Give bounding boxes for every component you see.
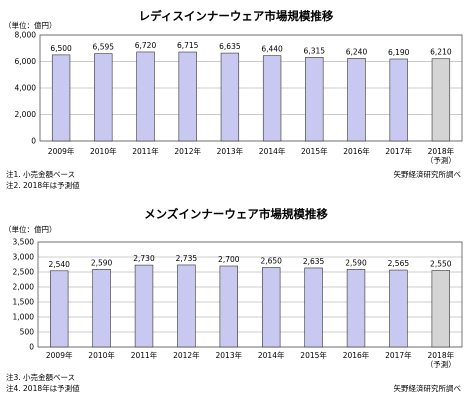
note-1: 注1. 小売金額ベース xyxy=(6,169,75,179)
x-tick-label: 2012年 xyxy=(173,350,200,360)
bar xyxy=(219,265,239,348)
data-label: 2,635 xyxy=(303,257,325,266)
bar xyxy=(304,267,323,348)
data-label: 6,210 xyxy=(430,48,452,57)
bar xyxy=(347,58,366,142)
womens-innerwear-chart: レディスインナーウェア市場規模推移 （単位：億円） 0 2,000 4,000 6,0… xyxy=(4,9,463,190)
chart-title: レディスインナーウェア市場規模推移 xyxy=(139,9,334,23)
x-tick-label: 2013年 xyxy=(216,350,243,360)
bar xyxy=(262,55,282,142)
x-tick-label: 2015年 xyxy=(301,146,328,156)
mens-innerwear-chart: メンズインナーウェア市場規模推移 （単位：億円） 0 500 1,000 1,500 2… xyxy=(4,207,463,393)
x-tick-label: 2017年 xyxy=(385,146,412,156)
x-tick-label: 2011年 xyxy=(132,146,159,156)
note-3: 注3. 小売金額ベース xyxy=(6,372,75,382)
x-tick-label: 2017年 xyxy=(385,350,412,360)
y-tick-label: 1,000 xyxy=(13,313,35,322)
data-label: 2,590 xyxy=(91,258,113,267)
data-label: 6,190 xyxy=(388,48,410,57)
bar xyxy=(261,267,281,348)
x-tick-label: 2011年 xyxy=(131,350,158,360)
y-tick-label: 500 xyxy=(20,328,35,337)
note-4: 注4. 2018年は予測値 xyxy=(6,383,80,393)
bar xyxy=(305,57,324,142)
x-tick-label: 2009年 xyxy=(46,350,73,360)
x-tick-label: 2010年 xyxy=(90,146,117,156)
data-label: 2,700 xyxy=(218,255,240,264)
data-label: 6,635 xyxy=(219,42,241,51)
bar xyxy=(92,269,111,348)
bar-forecast xyxy=(431,58,451,142)
note-2: 注2. 2018年は予測値 xyxy=(6,180,80,190)
plot-frame xyxy=(39,34,463,142)
y-tick-label: 0 xyxy=(29,343,34,352)
x-tick-label: 2014年 xyxy=(258,350,285,360)
data-label: 2,565 xyxy=(388,259,410,268)
bar xyxy=(134,264,154,348)
data-label: 6,440 xyxy=(261,45,283,54)
x-tick-label: 2012年 xyxy=(174,146,201,156)
data-label: 6,240 xyxy=(346,47,368,56)
bar xyxy=(389,269,408,348)
source-note: 矢野経済研究所調べ xyxy=(394,169,462,179)
x-tick-label: 2018年 xyxy=(428,350,455,360)
data-label: 2,540 xyxy=(48,260,70,269)
data-label: 2,650 xyxy=(260,257,282,266)
bar-forecast xyxy=(431,270,451,348)
y-tick-label: 0 xyxy=(31,137,36,146)
y-tick-label: 2,500 xyxy=(13,268,35,277)
plot-frame xyxy=(37,241,463,348)
y-tick-label: 4,000 xyxy=(15,84,37,93)
data-label: 6,500 xyxy=(50,44,72,53)
x-tick-label: 2015年 xyxy=(300,350,327,360)
source-note: 矢野経済研究所調べ xyxy=(394,383,462,393)
y-tick-label: 2,000 xyxy=(13,283,35,292)
x-tick-sublabel: （予測） xyxy=(426,359,456,369)
x-tick-label: 2009年 xyxy=(48,146,75,156)
data-label: 6,720 xyxy=(135,41,157,50)
chart-title: メンズインナーウェア市場規模推移 xyxy=(144,207,328,221)
bar xyxy=(49,270,69,348)
x-tick-label: 2014年 xyxy=(259,146,286,156)
bar xyxy=(94,53,113,142)
x-tick-label: 2016年 xyxy=(343,146,370,156)
bar xyxy=(346,269,366,348)
x-tick-label: 2016年 xyxy=(343,350,370,360)
data-label: 6,595 xyxy=(93,43,115,52)
bar xyxy=(51,54,71,142)
bar xyxy=(136,51,155,142)
data-label: 2,550 xyxy=(430,260,452,269)
bar xyxy=(389,58,408,142)
y-tick-label: 3,000 xyxy=(13,253,35,262)
x-tick-sublabel: （予測） xyxy=(426,155,456,165)
data-label: 2,735 xyxy=(176,254,198,263)
y-tick-label: 8,000 xyxy=(15,31,37,40)
y-tick-label: 1,500 xyxy=(13,298,35,307)
y-tick-label: 2,000 xyxy=(15,110,37,119)
y-tick-label: 3,500 xyxy=(13,238,35,247)
x-tick-label: 2013年 xyxy=(217,146,244,156)
x-tick-label: 2018年 xyxy=(428,146,455,156)
data-label: 2,730 xyxy=(133,254,155,263)
data-label: 6,315 xyxy=(304,46,326,55)
y-tick-label: 6,000 xyxy=(15,57,37,66)
unit-label: （単位：億円） xyxy=(4,224,57,234)
unit-label: （単位：億円） xyxy=(4,20,57,30)
data-label: 2,590 xyxy=(345,258,367,267)
bar xyxy=(220,52,240,142)
bar xyxy=(177,264,196,348)
bar xyxy=(178,51,197,142)
data-label: 6,715 xyxy=(177,41,199,50)
x-tick-label: 2010年 xyxy=(88,350,115,360)
